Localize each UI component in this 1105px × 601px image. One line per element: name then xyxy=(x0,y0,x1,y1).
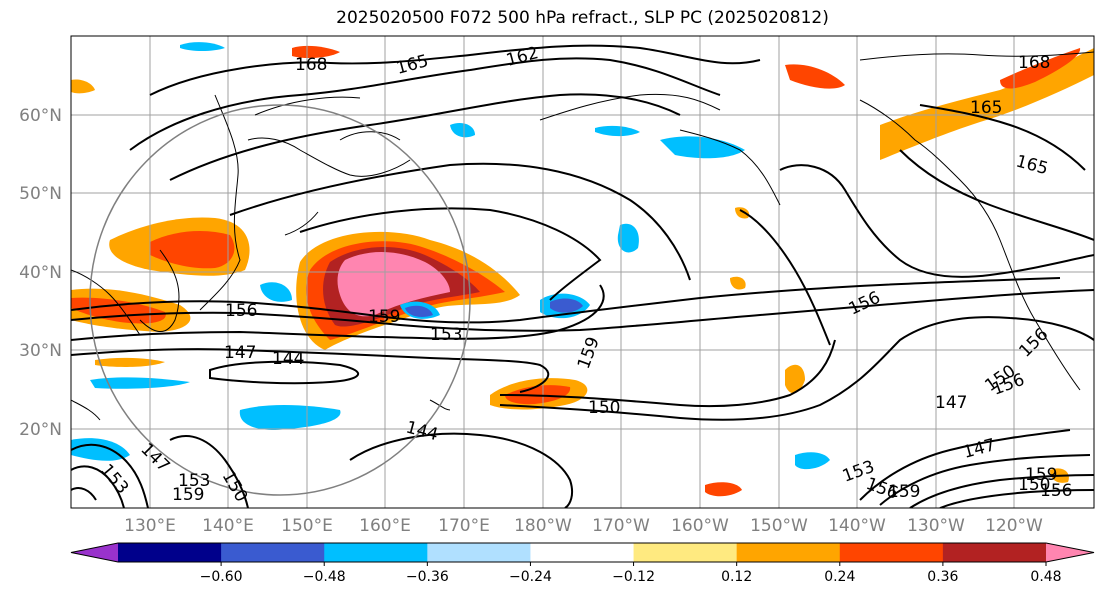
lon-label: 150°E xyxy=(281,516,333,536)
colorbar-tick-label: −0.60 xyxy=(200,569,243,585)
contour-label: 144 xyxy=(272,349,304,369)
map-frame xyxy=(70,35,1095,509)
lat-label: 30°N xyxy=(19,341,62,361)
lon-label: 170°W xyxy=(592,516,650,536)
contour-label: 153 xyxy=(430,325,462,345)
lon-label: 130°E xyxy=(124,516,176,536)
colorbar-swatch xyxy=(736,543,841,562)
colorbar-tick-label: 0.48 xyxy=(1030,569,1061,585)
lat-label: 60°N xyxy=(19,106,62,126)
colorbar: −0.60 −0.48 −0.36 −0.24 −0.12 0.12 0.24 0.36 0.4… xyxy=(70,542,1095,585)
contour-label: 159 xyxy=(1025,465,1057,485)
contour-label: 159 xyxy=(172,485,204,505)
reference-circle xyxy=(89,104,471,496)
contour-label: 156 xyxy=(225,301,257,321)
colorbar-swatch xyxy=(118,543,222,562)
colorbar-swatch xyxy=(427,543,531,562)
lat-label: 40°N xyxy=(19,263,62,283)
colorbar-tick-label: 0.12 xyxy=(721,569,752,585)
contour-label: 156 xyxy=(1040,481,1072,501)
contour-label: 147 xyxy=(935,393,967,413)
colorbar-tick-label: 0.36 xyxy=(927,569,958,585)
colorbar-tick-label: −0.48 xyxy=(303,569,346,585)
colorbar-extend-max xyxy=(1046,543,1094,562)
contour-label: 147 xyxy=(224,343,256,363)
lon-label: 120°W xyxy=(985,516,1043,536)
lon-label: 160°E xyxy=(359,516,411,536)
contour-label: 165 xyxy=(970,98,1002,118)
lon-label: 170°E xyxy=(438,516,490,536)
contour-label: 168 xyxy=(295,55,327,75)
colorbar-swatch xyxy=(530,543,635,562)
latitude-labels: 60°N 50°N 40°N 30°N 20°N xyxy=(19,106,62,440)
lon-label: 150°W xyxy=(750,516,808,536)
lat-label: 20°N xyxy=(19,420,62,440)
lon-label: 160°W xyxy=(671,516,729,536)
lon-label: 140°E xyxy=(202,516,254,536)
colorbar-outline xyxy=(70,542,1095,563)
colorbar-swatch xyxy=(633,543,738,562)
graticule xyxy=(71,36,1094,508)
contour-label: 150 xyxy=(588,398,620,418)
contour-label: 159 xyxy=(888,482,920,502)
contour-label: 159 xyxy=(368,307,400,327)
contour-label: 150 xyxy=(1018,475,1050,495)
colorbar-swatch xyxy=(324,543,428,562)
coastlines xyxy=(71,51,1094,421)
contour-label: 168 xyxy=(1018,53,1050,73)
colorbar-swatch xyxy=(221,543,325,562)
lon-label: 180°W xyxy=(514,516,572,536)
lon-label: 130°W xyxy=(907,516,965,536)
colorbar-tick-label: −0.36 xyxy=(406,569,449,585)
colorbar-tick-label: −0.24 xyxy=(509,569,552,585)
contour-label: 153 xyxy=(178,471,210,491)
longitude-labels: 130°E 140°E 150°E 160°E 170°E 180°W 170°… xyxy=(124,516,1043,536)
colorbar-swatch xyxy=(839,543,944,562)
colorbar-tick-label: 0.24 xyxy=(824,569,855,585)
lat-label: 50°N xyxy=(19,184,62,204)
colorbar-tick-label: −0.12 xyxy=(612,569,655,585)
slp-contours xyxy=(71,44,1094,508)
colorbar-extend-min xyxy=(71,543,118,562)
colorbar-swatch xyxy=(942,543,1047,562)
map-title: 2025020500 F072 500 hPa refract., SLP PC… xyxy=(336,8,829,28)
lon-label: 140°W xyxy=(828,516,886,536)
